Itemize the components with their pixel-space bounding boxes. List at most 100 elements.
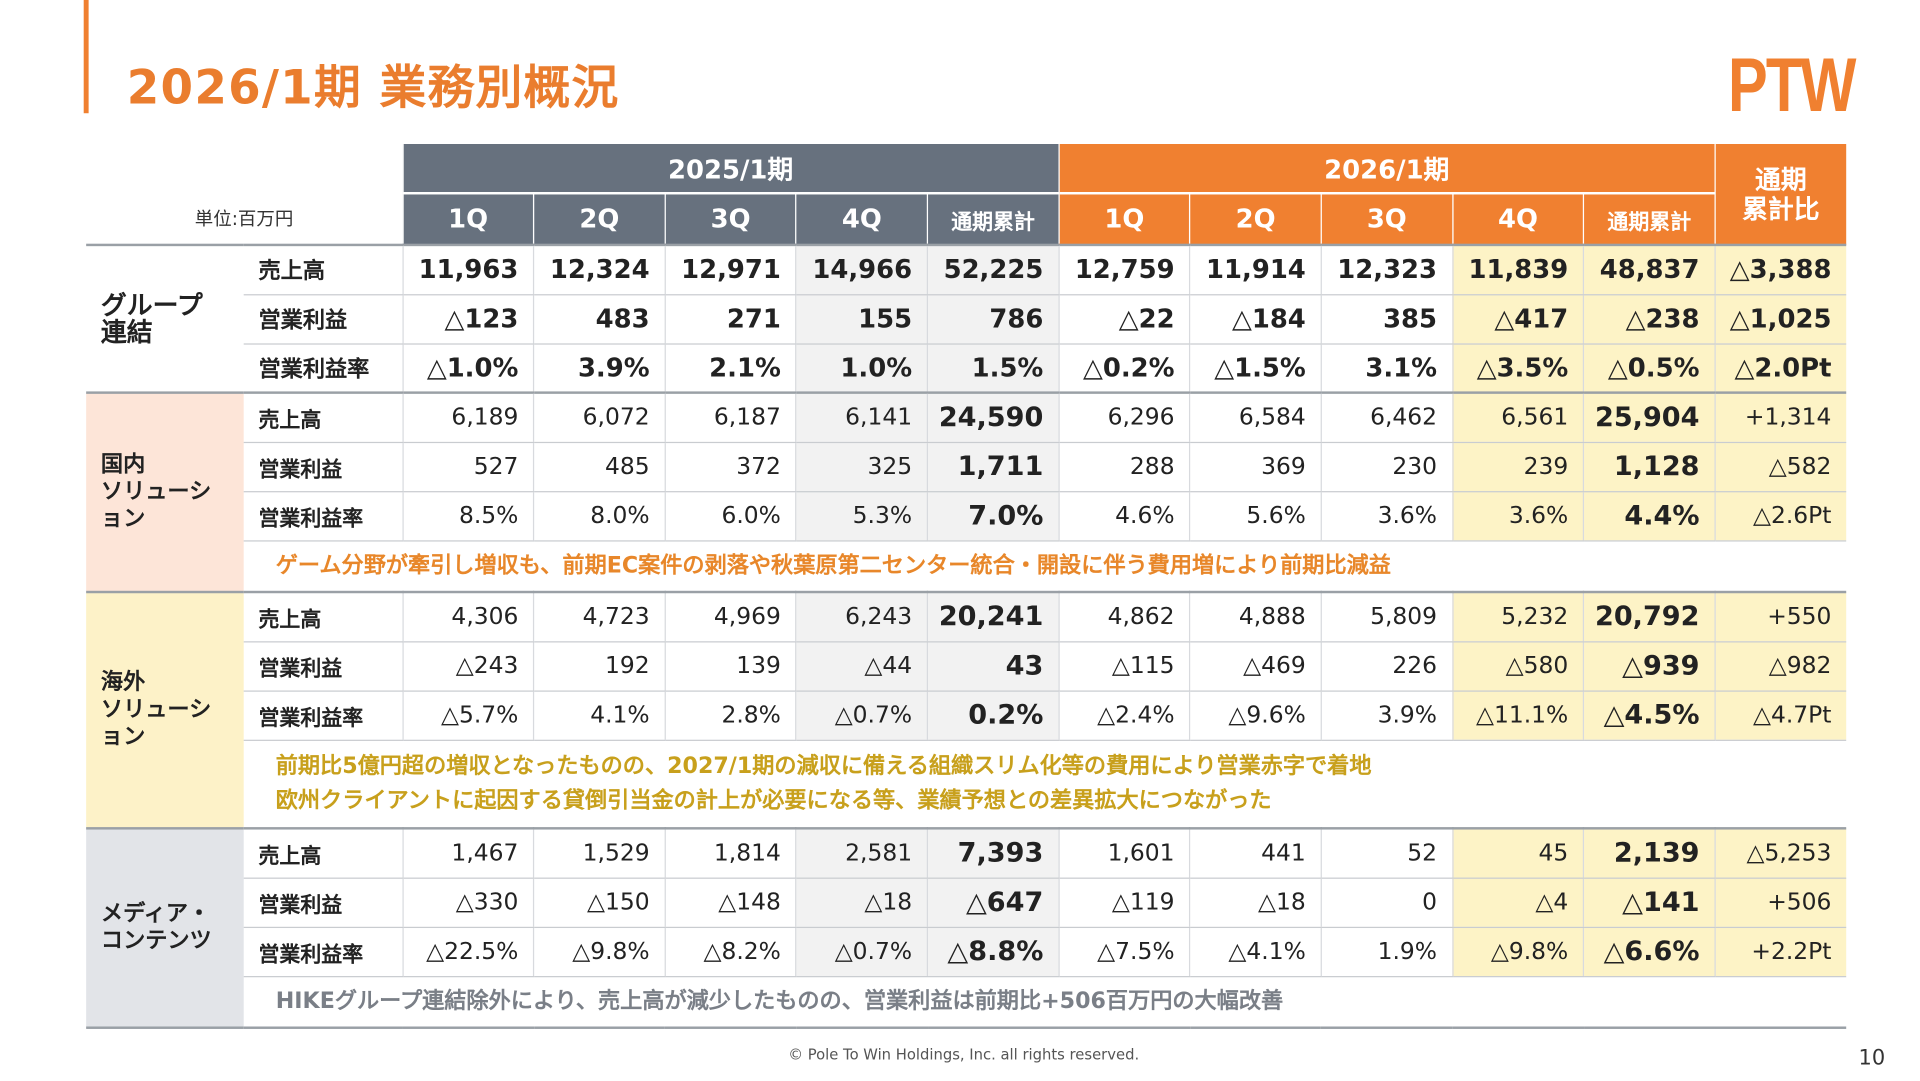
column-header: 通期累計 bbox=[926, 193, 1059, 247]
column-header: 1Q bbox=[1058, 193, 1190, 247]
table-row: 営業利益率 △1.0% 3.9% 2.1% 1.0% 1.5% △0.2% △1.5% 3.1%… bbox=[86, 343, 1847, 394]
value-cell: △4.7Pt bbox=[1714, 690, 1847, 741]
value-cell: △4.5% bbox=[1583, 690, 1715, 741]
value-cell: △2.4% bbox=[1058, 690, 1190, 741]
value-cell: 3.6% bbox=[1320, 491, 1453, 541]
value-cell: 6,187 bbox=[664, 392, 797, 443]
value-cell: △1.0% bbox=[401, 343, 534, 394]
value-cell: 139 bbox=[664, 641, 797, 692]
value-cell: △5.7% bbox=[401, 690, 534, 741]
value-cell: △44 bbox=[795, 641, 928, 692]
value-cell: △115 bbox=[1058, 641, 1190, 692]
value-cell: 6,561 bbox=[1451, 392, 1584, 443]
value-cell: △8.2% bbox=[664, 926, 797, 977]
row-label: 売上高 bbox=[243, 828, 403, 879]
value-cell: △3,388 bbox=[1714, 244, 1847, 295]
value-cell: △6.6% bbox=[1583, 926, 1715, 977]
segment-name: グループ 連結 bbox=[86, 244, 244, 394]
value-cell: △184 bbox=[1189, 294, 1322, 345]
fy2026-header: 2026/1期 bbox=[1058, 144, 1715, 195]
value-cell: 3.6% bbox=[1451, 491, 1584, 541]
column-header: 4Q bbox=[795, 193, 928, 247]
column-header: 2Q bbox=[1189, 193, 1322, 247]
segment-name: メディア・ コンテンツ bbox=[86, 828, 244, 1029]
value-cell: 155 bbox=[795, 294, 928, 345]
value-cell: △582 bbox=[1714, 441, 1847, 492]
value-cell: △1.5% bbox=[1189, 343, 1322, 394]
value-cell: 6.0% bbox=[664, 491, 797, 541]
value-cell: 527 bbox=[401, 441, 534, 492]
value-cell: △141 bbox=[1583, 877, 1715, 928]
value-cell: △238 bbox=[1583, 294, 1715, 345]
row-label: 営業利益率 bbox=[243, 926, 403, 977]
value-cell: 3.1% bbox=[1320, 343, 1453, 394]
value-cell: 1.9% bbox=[1320, 926, 1453, 977]
segment-table: 2025/1期 2026/1期 通期 累計比 単位:百万円 1Q 2Q 3Q 4Q 通期累計 1Q… bbox=[86, 144, 1847, 1029]
table-row: グループ 連結 売上高 11,963 12,324 12,971 14,966 52,225… bbox=[86, 244, 1847, 394]
value-cell: 52 bbox=[1320, 828, 1453, 879]
segment-note: HIKEグループ連結除外により、売上高が減少したものの、営業利益は前期比+506… bbox=[275, 988, 1284, 1014]
value-cell: 8.5% bbox=[401, 491, 534, 541]
value-cell: 0.2% bbox=[926, 690, 1059, 741]
value-cell: △330 bbox=[401, 877, 534, 928]
value-cell: 2,581 bbox=[795, 828, 928, 879]
value-cell: +1,314 bbox=[1714, 392, 1847, 443]
value-cell: 288 bbox=[1058, 441, 1190, 492]
value-cell: 8.0% bbox=[533, 491, 666, 541]
value-cell: 2.8% bbox=[664, 690, 797, 741]
value-cell: 11,839 bbox=[1451, 244, 1584, 295]
value-cell: +550 bbox=[1714, 592, 1847, 642]
value-cell: +506 bbox=[1714, 877, 1847, 928]
value-cell: △5,253 bbox=[1714, 828, 1847, 879]
value-cell: 11,914 bbox=[1189, 244, 1322, 295]
value-cell: 6,141 bbox=[795, 392, 928, 443]
value-cell: +2.2Pt bbox=[1714, 926, 1847, 977]
value-cell: △22 bbox=[1058, 294, 1190, 345]
value-cell: 5,809 bbox=[1320, 592, 1453, 642]
segment-note: 欧州クライアントに起因する貸倒引当金の計上が必要になる等、業績予想との差異拡大に… bbox=[275, 787, 1272, 814]
table-row: 営業利益率 △22.5% △9.8% △8.2% △0.7% △8.8% △7.5% △4.1… bbox=[86, 926, 1847, 977]
table-row: 営業利益 527 485 372 325 1,711 288 369 230 239 1,128 △5… bbox=[86, 441, 1847, 492]
column-header: 3Q bbox=[1320, 193, 1453, 247]
value-cell: 6,189 bbox=[401, 392, 534, 443]
row-label: 売上高 bbox=[243, 392, 403, 443]
value-cell: △647 bbox=[926, 877, 1059, 928]
value-cell: 271 bbox=[664, 294, 797, 345]
value-cell: 239 bbox=[1451, 441, 1584, 492]
value-cell: 3.9% bbox=[533, 343, 666, 394]
compare-header: 通期 累計比 bbox=[1714, 144, 1847, 247]
value-cell: 369 bbox=[1189, 441, 1322, 492]
row-label: 営業利益率 bbox=[243, 491, 403, 541]
value-cell: 4.6% bbox=[1058, 491, 1190, 541]
value-cell: 48,837 bbox=[1583, 244, 1715, 295]
value-cell: △4 bbox=[1451, 877, 1584, 928]
value-cell: △0.7% bbox=[795, 690, 928, 741]
value-cell: △3.5% bbox=[1451, 343, 1584, 394]
segment-note: ゲーム分野が牽引し増収も、前期EC案件の剥落や秋葉原第二センター統合・開設に伴う… bbox=[275, 552, 1391, 579]
value-cell: 4,888 bbox=[1189, 592, 1322, 642]
value-cell: 24,590 bbox=[926, 392, 1059, 443]
value-cell: 0 bbox=[1320, 877, 1453, 928]
row-label: 営業利益 bbox=[243, 877, 403, 928]
value-cell: 5.3% bbox=[795, 491, 928, 541]
value-cell: 4,306 bbox=[401, 592, 534, 642]
row-label: 売上高 bbox=[243, 244, 403, 295]
value-cell: △982 bbox=[1714, 641, 1847, 692]
value-cell: 5,232 bbox=[1451, 592, 1584, 642]
value-cell: △0.2% bbox=[1058, 343, 1190, 394]
value-cell: △123 bbox=[401, 294, 534, 345]
value-cell: 4,723 bbox=[533, 592, 666, 642]
copyright: © Pole To Win Holdings, Inc. all rights … bbox=[788, 1046, 1140, 1064]
value-cell: 2.1% bbox=[664, 343, 797, 394]
value-cell: 1,467 bbox=[401, 828, 534, 879]
table-row: 営業利益 △123 483 271 155 786 △22 △184 385 △417 △238 △1… bbox=[86, 294, 1847, 345]
value-cell: 1,128 bbox=[1583, 441, 1715, 492]
value-cell: 6,243 bbox=[795, 592, 928, 642]
value-cell: 325 bbox=[795, 441, 928, 492]
value-cell: 4,862 bbox=[1058, 592, 1190, 642]
row-label: 営業利益 bbox=[243, 294, 403, 345]
value-cell: 11,963 bbox=[401, 244, 534, 295]
value-cell: 4,969 bbox=[664, 592, 797, 642]
ptw-logo: PTW bbox=[1728, 43, 1856, 129]
value-cell: 485 bbox=[533, 441, 666, 492]
